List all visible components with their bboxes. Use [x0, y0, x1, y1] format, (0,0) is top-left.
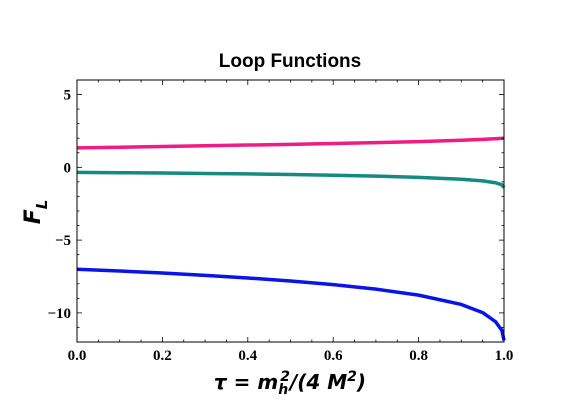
- y-tick-label: −5: [55, 233, 71, 249]
- y-tick-labels: 5 0 −5 −10: [47, 88, 71, 322]
- x-axis-label-part: h: [278, 382, 288, 398]
- x-axis-label-part: τ = m: [214, 370, 278, 394]
- y-axis-label: FL: [21, 200, 51, 225]
- chart-title: Loop Functions: [219, 51, 361, 72]
- series-line-2: [76, 170, 506, 189]
- x-axis-label-part: 2: [347, 369, 357, 385]
- y-tick-label: 5: [64, 88, 72, 104]
- x-tick-label: 0.8: [409, 348, 428, 364]
- axis-ticks: [76, 79, 505, 343]
- plot-lines: [76, 136, 506, 341]
- series-line-1: [76, 136, 505, 150]
- x-tick-label: 0.6: [324, 348, 343, 364]
- x-tick-label: 1.0: [495, 348, 514, 364]
- x-tick-label: 0.2: [153, 348, 172, 364]
- x-axis-label-part: ): [356, 370, 366, 394]
- x-axis-label-part: 2: [280, 369, 290, 385]
- x-axis-label-part: /(4 M: [288, 370, 347, 394]
- x-tick-label: 0.0: [68, 348, 87, 364]
- series-line-3: [76, 267, 506, 341]
- x-tick-label: 0.4: [238, 348, 257, 364]
- plot-frame: [76, 79, 505, 343]
- y-tick-label: −10: [47, 306, 71, 322]
- x-tick-labels: 0.0 0.2 0.4 0.6 0.8 1.0: [68, 348, 514, 364]
- x-axis-label: τ = mh2/(4 M2): [214, 369, 366, 398]
- y-tick-label: 0: [64, 160, 72, 176]
